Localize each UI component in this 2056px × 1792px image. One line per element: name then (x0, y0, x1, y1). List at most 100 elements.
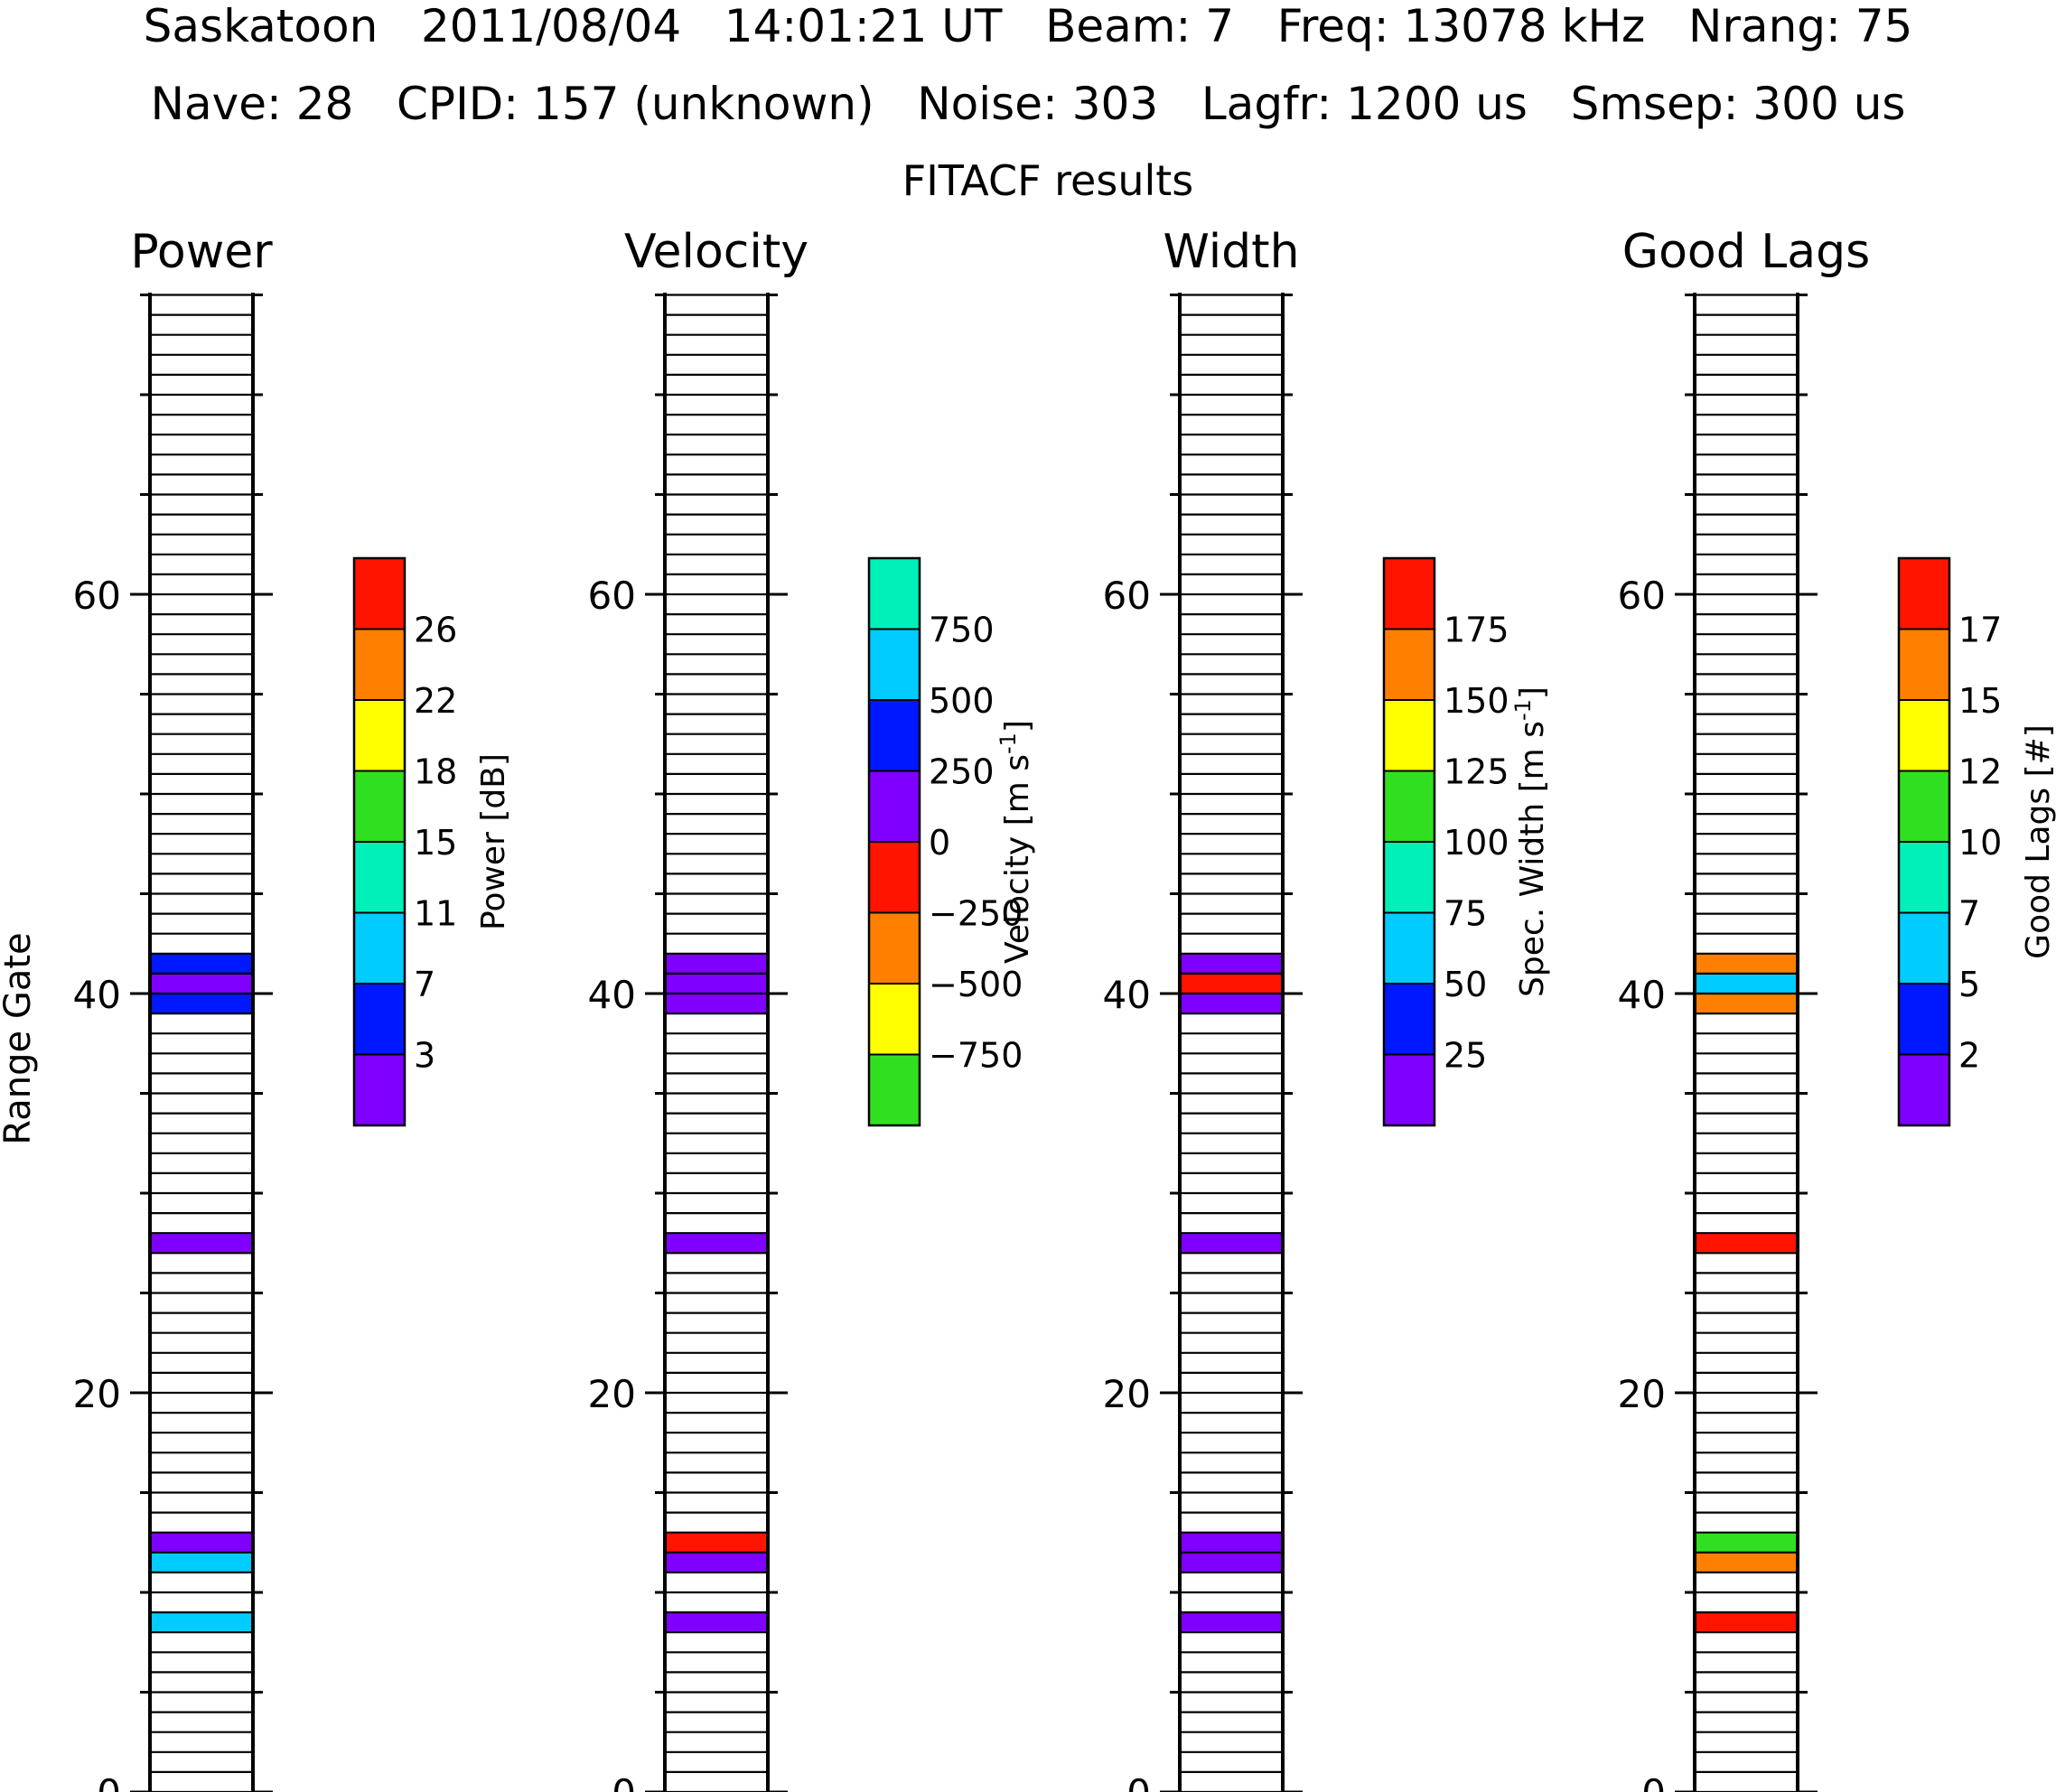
colorbar-tick-label: 100 (1444, 823, 1509, 863)
range-cell (150, 1233, 253, 1254)
colorbar-label: Good Lags [#] (2020, 724, 2056, 959)
colorbar-tick-label: 500 (929, 681, 995, 721)
panel-title: Good Lags (1622, 225, 1870, 279)
range-cell (1180, 1233, 1283, 1254)
range-cell (150, 1532, 253, 1553)
colorbar-tick-label: 750 (929, 611, 995, 650)
range-cell (1695, 973, 1798, 994)
range-cell (1695, 1552, 1798, 1573)
colorbar-tick-label: 15 (414, 823, 457, 863)
range-cell (1695, 953, 1798, 974)
colorbar-tick-label: 250 (929, 752, 995, 792)
range-cell (665, 973, 768, 994)
y-tick-label: 0 (1641, 1771, 1666, 1792)
range-cell (150, 953, 253, 974)
colorbar-swatch (1899, 984, 1949, 1055)
range-cell (1180, 1612, 1283, 1633)
panel-title: Power (130, 225, 273, 279)
colorbar-tick-label: 15 (1958, 681, 2002, 721)
colorbar-swatch (869, 1054, 920, 1125)
colorbar-swatch (1384, 770, 1435, 842)
y-tick-label: 40 (1618, 973, 1666, 1017)
colorbar-swatch (1384, 912, 1435, 984)
colorbar-tick-label: −250 (929, 894, 1023, 934)
y-tick-label: 0 (1126, 1771, 1151, 1792)
colorbar-tick-label: −500 (929, 965, 1023, 1004)
colorbar-frame (1897, 556, 1951, 1127)
y-tick-label: 20 (73, 1372, 121, 1416)
y-tick-label: 0 (612, 1771, 636, 1792)
colorbar-label: Velocity [m s-1] (995, 720, 1036, 964)
colorbar-swatch (354, 1054, 405, 1125)
panel-good-lags: Good Lags 0 20 40 60 2 5 7 10 12 15 17 Good Lags [#] (1618, 225, 2056, 1792)
range-cell (150, 1552, 253, 1573)
range-cell (1695, 1233, 1798, 1254)
colorbar-tick-label: 17 (1958, 611, 2002, 650)
y-tick-label: 20 (588, 1372, 636, 1416)
colorbar-swatch (869, 770, 920, 842)
colorbar-label: Power [dB] (475, 753, 512, 930)
y-tick-label: 60 (588, 574, 636, 618)
colorbar-swatch (354, 842, 405, 913)
colorbar-tick-label: 18 (414, 752, 457, 792)
y-axis-label: Range Gate (0, 932, 39, 1144)
colorbar-tick-label: 0 (929, 823, 950, 863)
range-cell (665, 1233, 768, 1254)
colorbar-tick-label: 22 (414, 681, 457, 721)
y-tick-label: 20 (1618, 1372, 1666, 1416)
colorbar-swatch (1899, 1054, 1949, 1125)
colorbar-tick-label: −750 (929, 1036, 1023, 1076)
colorbar-tick-label: 12 (1958, 752, 2002, 792)
colorbar-frame (1382, 556, 1436, 1127)
colorbar-tick-label: 2 (1958, 1036, 1980, 1076)
y-tick-label: 20 (1103, 1372, 1151, 1416)
panel-velocity: Velocity 0 20 40 60 −750 −500 −250 0 250 500 750 Vel… (588, 225, 1036, 1792)
colorbar-swatch (1384, 558, 1435, 630)
colorbar-tick-label: 3 (414, 1036, 435, 1076)
colorbar-swatch (1899, 770, 1949, 842)
y-tick-label: 60 (1618, 574, 1666, 618)
range-cell (1695, 1532, 1798, 1553)
colorbar-tick-label: 26 (414, 611, 457, 650)
colorbar-tick-label: 75 (1444, 894, 1487, 934)
y-tick-label: 0 (97, 1771, 121, 1792)
y-tick-label: 40 (73, 973, 121, 1017)
colorbar-swatch (869, 984, 920, 1055)
colorbar-swatch (1899, 912, 1949, 984)
header-subtitle: FITACF results (902, 156, 1194, 205)
colorbar-swatch (354, 700, 405, 771)
panels: Power0204060371115182226Power [dB]Veloci… (73, 225, 2056, 1792)
range-cell (1180, 994, 1283, 1014)
colorbar-tick-label: 150 (1444, 681, 1509, 721)
colorbar-tick-label: 11 (414, 894, 457, 934)
colorbar-tick-label: 25 (1444, 1036, 1487, 1076)
range-cell (665, 953, 768, 974)
colorbar-swatch (1384, 984, 1435, 1055)
y-tick-label: 60 (73, 574, 121, 618)
header-line-1: Saskatoon 2011/08/04 14:01:21 UT Beam: 7… (144, 0, 1913, 52)
panel-power: Power 0 20 40 60 3 7 11 15 18 22 26 Power [dB] (73, 225, 512, 1792)
colorbar-swatch (1384, 629, 1435, 700)
colorbar-tick-label: 10 (1958, 823, 2002, 863)
range-cell (150, 973, 253, 994)
colorbar-tick-label: 7 (1958, 894, 1980, 934)
range-cell (665, 1532, 768, 1553)
range-cell (1695, 1612, 1798, 1633)
panel-title: Width (1163, 225, 1299, 279)
range-cell (665, 1612, 768, 1633)
colorbar-swatch (354, 629, 405, 700)
range-cell (1695, 994, 1798, 1014)
colorbar-tick-label: 175 (1444, 611, 1509, 650)
colorbar-swatch (354, 770, 405, 842)
colorbar-swatch (1899, 700, 1949, 771)
y-tick-label: 60 (1103, 574, 1151, 618)
colorbar-frame (867, 556, 921, 1127)
colorbar-swatch (869, 912, 920, 984)
colorbar-tick-label: 5 (1958, 965, 1980, 1004)
y-tick-label: 40 (1103, 973, 1151, 1017)
colorbar-swatch (354, 912, 405, 984)
range-cell (665, 1552, 768, 1573)
colorbar-swatch (1899, 558, 1949, 630)
